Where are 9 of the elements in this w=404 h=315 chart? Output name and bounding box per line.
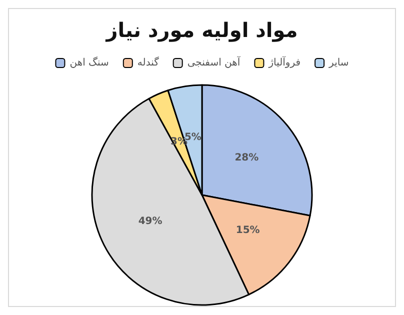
data-label: 15% bbox=[236, 225, 260, 236]
legend-label: سایر bbox=[328, 58, 349, 68]
data-label: 49% bbox=[138, 216, 162, 227]
data-label: 28% bbox=[234, 152, 259, 164]
legend-label: آهن اسفنجی bbox=[187, 56, 242, 68]
chart-title: مواد اولیه مورد نیاز bbox=[105, 18, 298, 42]
legend-label: گندله bbox=[137, 56, 160, 68]
legend-label: فروآلیاژ bbox=[268, 56, 301, 68]
legend-label: سنگ اهن bbox=[70, 56, 109, 68]
